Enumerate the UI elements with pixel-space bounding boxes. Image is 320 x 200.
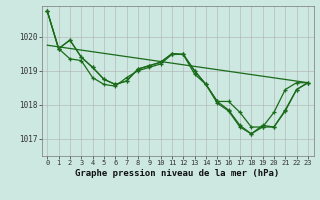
X-axis label: Graphe pression niveau de la mer (hPa): Graphe pression niveau de la mer (hPa) (76, 169, 280, 178)
